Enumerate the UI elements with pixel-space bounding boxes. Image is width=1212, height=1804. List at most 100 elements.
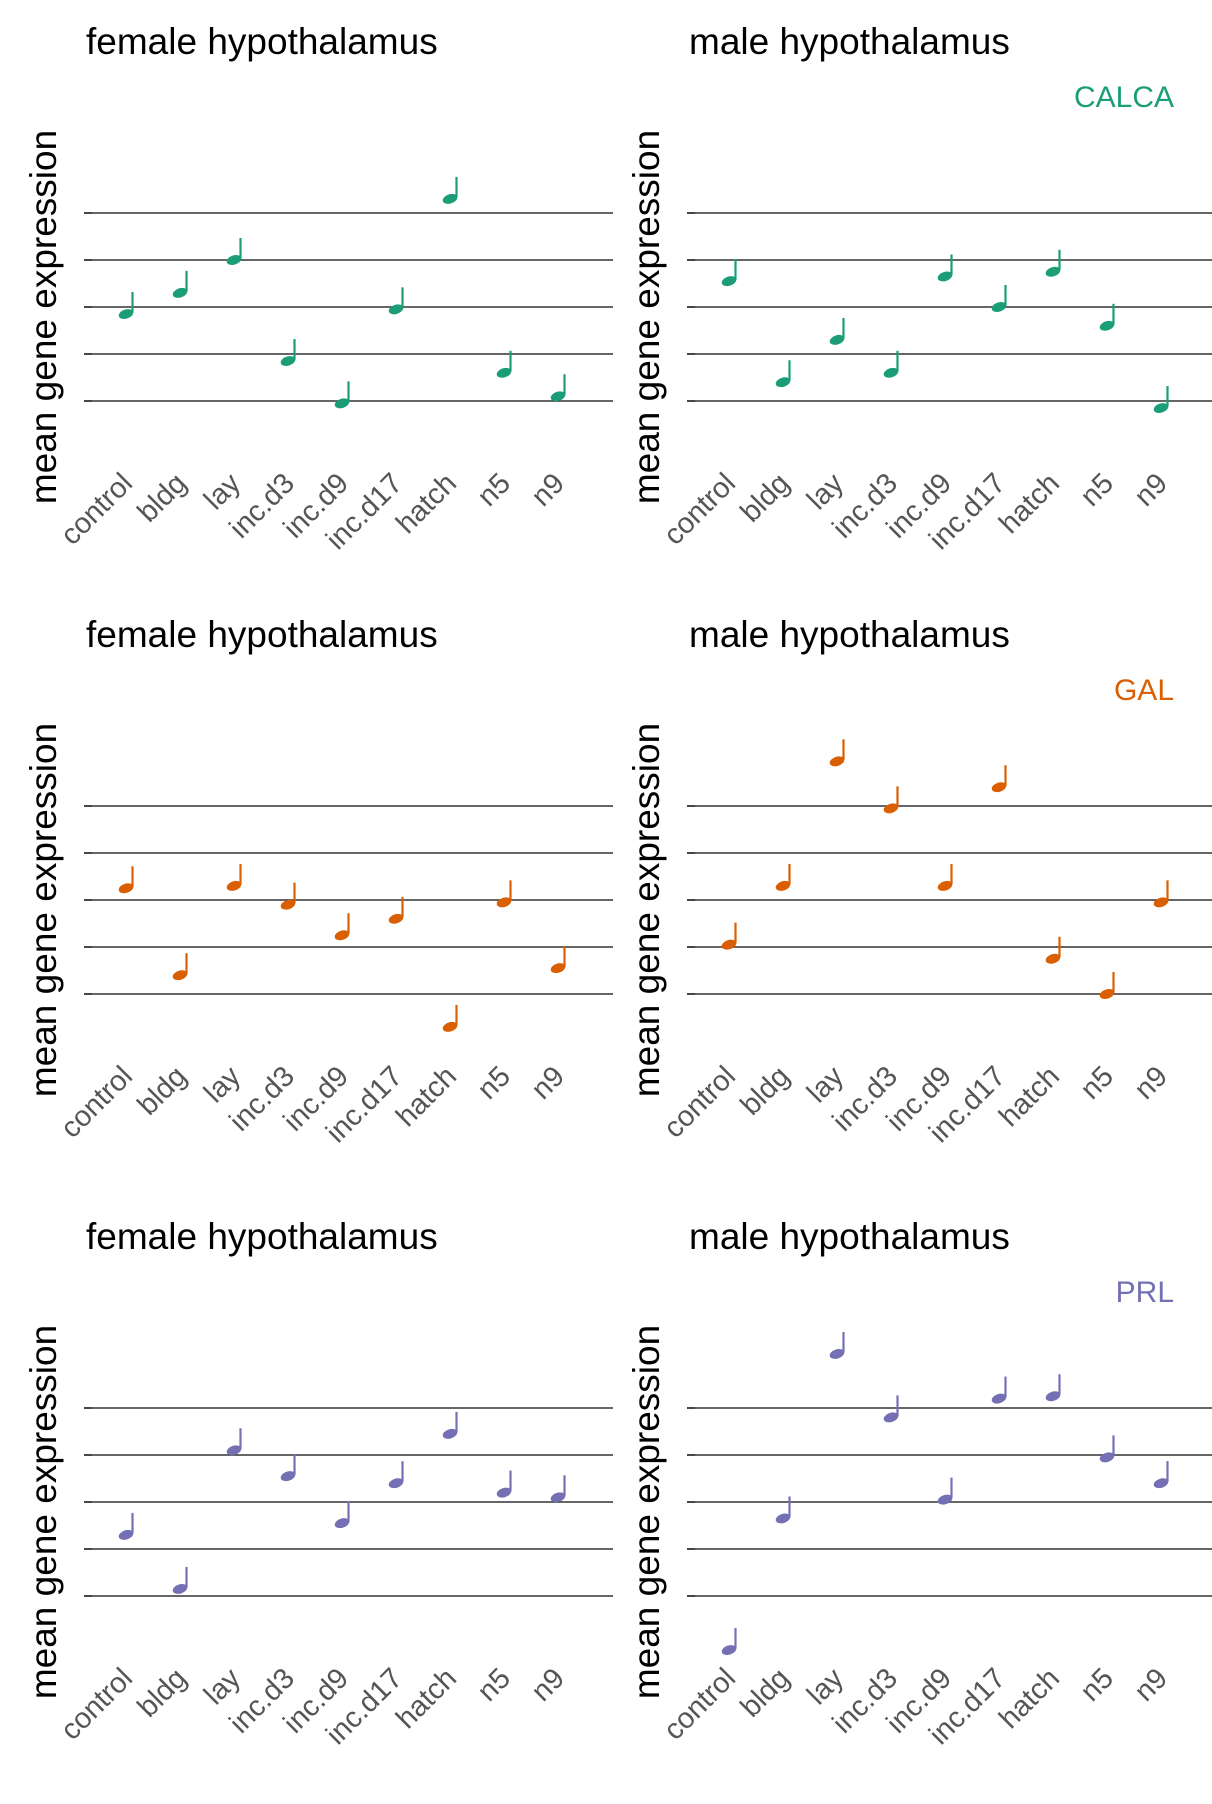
note-head [991,1393,1007,1404]
x-tick-label: hatch [390,1060,463,1133]
note-head [388,913,404,924]
data-point [496,350,512,378]
x-tick-label: n5 [472,467,517,512]
data-point [1099,1435,1115,1463]
note-head [118,1529,134,1540]
data-point [442,1004,458,1032]
note-head [1045,953,1061,964]
data-point [550,946,566,974]
x-tick-label: n5 [1075,1060,1120,1105]
note-head [1099,989,1115,999]
data-point [388,896,404,924]
note-head [442,1021,458,1032]
data-point [172,1566,188,1594]
chart-title: female hypothalamus [86,614,438,655]
chart-title: male hypothalamus [689,614,1010,655]
x-tick-label: control [55,467,139,551]
y-axis-label: mean gene expression [23,1325,64,1699]
note-head [721,276,737,287]
x-tick-label: bldg [735,1060,796,1121]
data-point [496,880,512,908]
chart-title: female hypothalamus [86,21,438,62]
data-point [1045,936,1061,964]
chart-title: male hypothalamus [689,21,1010,62]
note-head [1153,1478,1169,1489]
data-point [1153,880,1169,908]
note-head [937,271,953,282]
data-point [883,1395,899,1423]
x-tick-label: bldg [132,1662,193,1723]
x-tick-label: control [55,1662,139,1746]
note-head [442,1428,458,1439]
data-point [118,292,134,320]
note-head [1045,1391,1061,1402]
x-tick-label: n5 [1075,1662,1120,1707]
note-head [388,304,404,315]
chart-panel: male hypothalamus mean gene expression PRL… [626,1216,1212,1751]
x-tick-label: n5 [1075,467,1120,512]
x-tick-label: control [658,1662,742,1746]
data-point [721,1628,737,1656]
x-tick-label: n9 [526,1662,571,1707]
note-head [829,756,845,767]
note-head [1045,266,1061,277]
x-tick-label: hatch [993,1662,1066,1735]
x-tick-label: bldg [132,1060,193,1121]
data-point [172,953,188,981]
y-axis-label: mean gene expression [23,130,64,504]
data-point [388,287,404,315]
data-point [334,913,350,941]
note-head [991,302,1007,312]
data-point [334,1501,350,1529]
chart-title: male hypothalamus [689,1216,1010,1257]
data-point [172,270,188,298]
note-head [1153,897,1169,908]
data-point [1153,1461,1169,1489]
data-point [883,350,899,378]
data-point [1153,386,1169,414]
data-point [1099,972,1115,999]
gene-label: GAL [1114,674,1174,707]
data-point [1099,303,1115,331]
note-head [721,939,737,950]
data-point [991,765,1007,793]
note-head [280,356,296,367]
data-point [829,739,845,767]
data-point [226,238,242,265]
x-tick-label: bldg [735,1662,796,1723]
note-head [1099,320,1115,331]
note-head [280,1471,296,1482]
y-axis-label: mean gene expression [23,723,64,1097]
note-head [775,1513,791,1524]
y-axis-label: mean gene expression [626,723,667,1097]
data-point [721,259,737,287]
data-point [226,863,242,891]
note-head [334,930,350,941]
x-tick-label: hatch [993,1060,1066,1133]
chart-panel: male hypothalamus mean gene expression CAL… [626,21,1212,556]
x-tick-label: control [55,1060,139,1144]
chart-panel: female hypothalamus mean gene expressionc… [23,614,613,1149]
data-point [775,1496,791,1524]
note-head [550,391,566,402]
note-head [775,880,791,891]
note-head [883,803,899,814]
x-tick-label: hatch [390,1662,463,1735]
y-axis-label: mean gene expression [626,130,667,504]
note-head [1099,1452,1115,1463]
x-tick-label: n9 [1129,1662,1174,1707]
note-head [280,899,296,910]
x-tick-label: hatch [993,467,1066,540]
note-head [496,1487,512,1498]
note-head [550,963,566,974]
data-point [1045,1374,1061,1402]
chart-title: female hypothalamus [86,1216,438,1257]
data-point [118,866,134,894]
data-point [937,863,953,891]
data-point [775,863,791,891]
gene-label: PRL [1116,1276,1174,1309]
note-head [118,309,134,320]
x-tick-label: bldg [132,467,193,528]
note-head [775,377,791,388]
